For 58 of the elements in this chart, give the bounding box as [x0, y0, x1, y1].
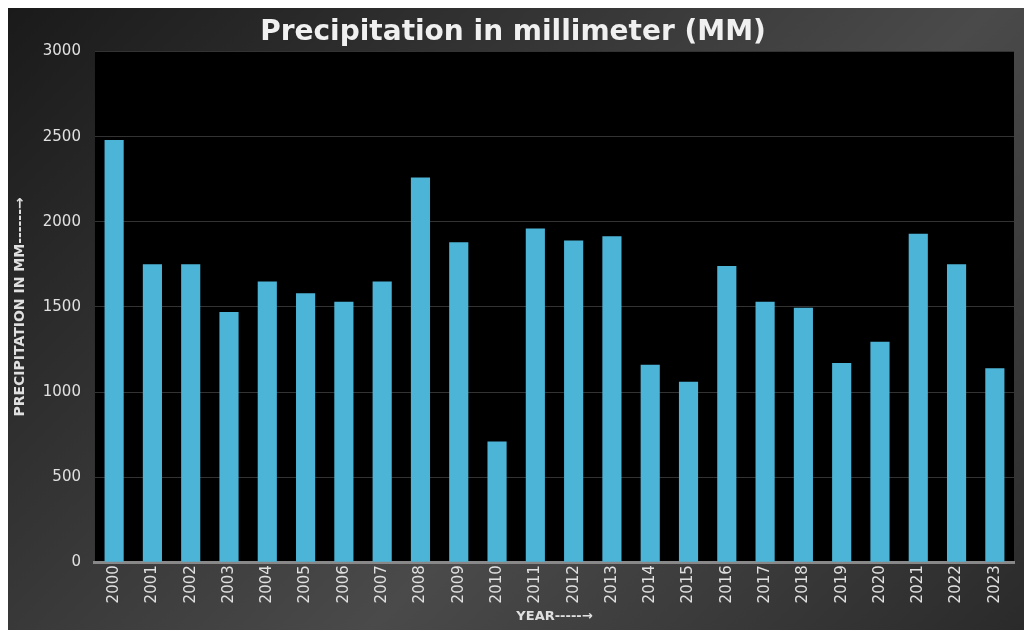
y-tick-label: 500 [52, 467, 81, 486]
y-axis-title: PRECIPITATION IN MM------→ [11, 197, 28, 417]
bar [793, 307, 813, 562]
x-tick-label: 2015 [678, 565, 697, 604]
x-axis-title: YEAR-----→ [515, 607, 593, 623]
bar [372, 281, 392, 562]
bar [640, 364, 660, 562]
x-tick-label: 2003 [218, 565, 237, 604]
bar [257, 281, 277, 562]
bar [717, 266, 737, 562]
y-tick-label: 1500 [42, 296, 81, 315]
bar [564, 240, 584, 562]
x-tick-label: 2004 [257, 565, 276, 604]
x-tick-label: 2018 [793, 565, 812, 604]
x-tick-label: 2005 [295, 565, 314, 604]
y-tick-label: 2000 [42, 211, 81, 230]
bar [219, 312, 239, 562]
y-tick-label: 1000 [42, 381, 81, 400]
y-tick-label: 2500 [42, 126, 81, 145]
bar [487, 441, 507, 562]
x-tick-label: 2022 [946, 565, 965, 604]
y-tick-label: 3000 [42, 41, 81, 60]
bar [449, 242, 469, 562]
bar [602, 236, 622, 562]
y-tick-label: 0 [71, 552, 81, 571]
chart-title: Precipitation in millimeter (MM) [260, 14, 766, 48]
bar [946, 264, 967, 562]
x-tick-label: 2019 [831, 565, 850, 604]
bar [908, 233, 928, 562]
x-tick-label: 2021 [908, 565, 927, 604]
x-tick-label: 2006 [333, 565, 352, 604]
bar [985, 368, 1005, 562]
bar [832, 363, 852, 562]
bar [142, 264, 162, 562]
x-tick-label: 2010 [486, 565, 505, 604]
x-tick-label: 2009 [448, 565, 467, 604]
bar [181, 264, 201, 562]
bar [334, 301, 354, 562]
x-tick-label: 2007 [372, 565, 391, 604]
bar [525, 228, 545, 562]
x-tick-label: 2020 [869, 565, 888, 604]
bar [104, 140, 124, 562]
bar [678, 381, 699, 562]
x-tick-label: 2023 [984, 565, 1003, 604]
x-tick-label: 2008 [410, 565, 429, 604]
x-tick-label: 2001 [142, 565, 161, 604]
x-tick-label: 2002 [180, 565, 199, 604]
bar [755, 301, 775, 562]
bar [410, 177, 431, 562]
x-tick-label: 2017 [754, 565, 773, 604]
x-tick-label: 2013 [601, 565, 620, 604]
x-tick-label: 2016 [716, 565, 735, 604]
x-tick-label: 2011 [525, 565, 544, 604]
x-tick-label: 2000 [104, 565, 123, 604]
x-tick-label: 2014 [640, 565, 659, 604]
bar [870, 341, 890, 562]
bar [296, 293, 316, 562]
x-tick-label: 2012 [563, 565, 582, 604]
